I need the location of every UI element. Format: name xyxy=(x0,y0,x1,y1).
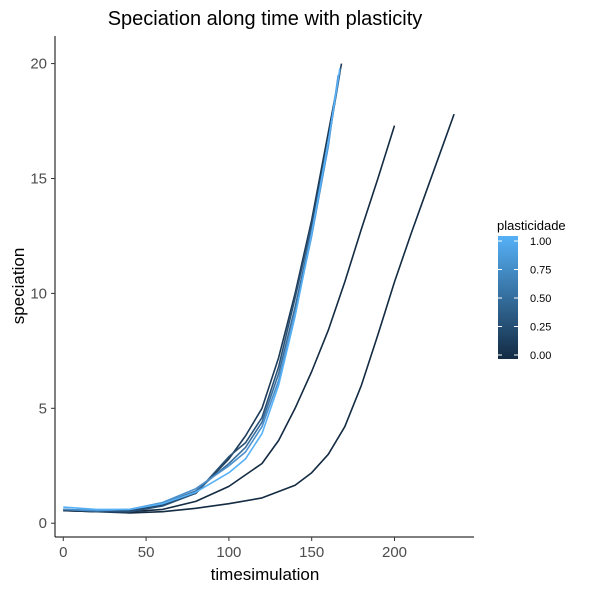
series-lines xyxy=(63,63,455,514)
legend-tick-label: 0.75 xyxy=(530,265,551,277)
series-line xyxy=(63,125,396,513)
legend: plasticidade 0.00 0.25 0.50 0.75 1.00 xyxy=(497,218,566,362)
legend-tick-label: 0.50 xyxy=(530,293,551,305)
legend-tick-label: 0.25 xyxy=(530,322,551,334)
legend-colorbar xyxy=(498,236,518,359)
y-tick-label: 5 xyxy=(39,400,47,417)
series-line xyxy=(63,68,341,511)
legend-tick-label: 1.00 xyxy=(530,236,551,248)
legend-ticks: 0.00 0.25 0.50 0.75 1.00 xyxy=(498,236,551,362)
y-axis-title: speciation xyxy=(9,248,28,325)
x-tick-label: 100 xyxy=(216,544,241,561)
legend-tick-label: 0.00 xyxy=(530,350,551,362)
y-axis-ticks: 0 5 10 15 20 xyxy=(30,56,55,532)
x-tick-label: 200 xyxy=(382,544,407,561)
x-tick-label: 50 xyxy=(138,544,155,561)
y-tick-label: 0 xyxy=(39,515,47,532)
x-axis-ticks: 0 50 100 150 200 xyxy=(59,537,407,561)
y-tick-label: 15 xyxy=(30,170,47,187)
series-line xyxy=(63,113,455,514)
y-tick-label: 10 xyxy=(30,285,47,302)
legend-title: plasticidade xyxy=(497,218,566,233)
series-line xyxy=(63,63,343,513)
series-line xyxy=(63,77,339,512)
x-tick-label: 150 xyxy=(299,544,324,561)
y-tick-label: 20 xyxy=(30,56,47,73)
x-axis-title: timesimulation xyxy=(211,565,320,584)
chart-title: Speciation along time with plasticity xyxy=(108,8,423,30)
x-tick-label: 0 xyxy=(59,544,67,561)
series-line xyxy=(63,72,341,513)
